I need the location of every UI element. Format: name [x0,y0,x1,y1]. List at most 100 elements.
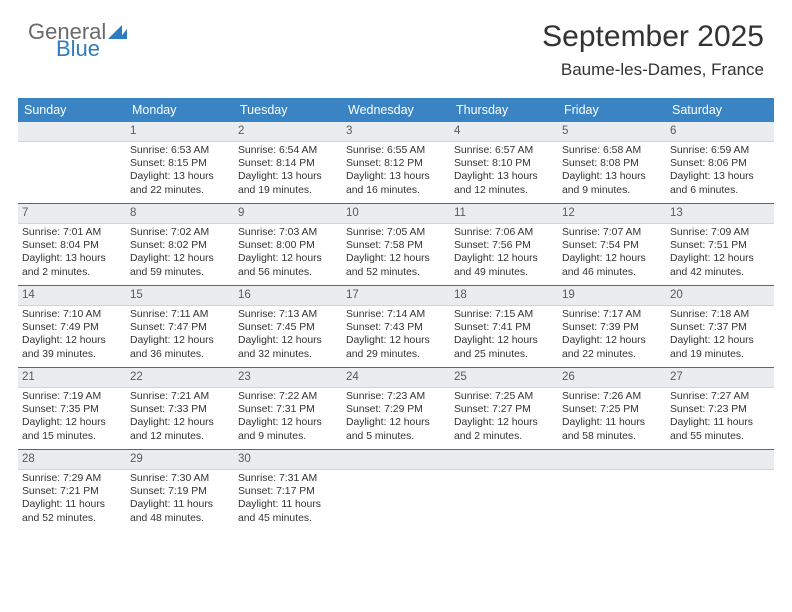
sunrise-text: Sunrise: 7:11 AM [130,308,230,321]
day-header-cell: Wednesday [342,98,450,122]
sunrise-text: Sunrise: 7:29 AM [22,472,122,485]
sunrise-text: Sunrise: 7:03 AM [238,226,338,239]
daylight-text: Daylight: 12 hours and 2 minutes. [454,416,554,443]
logo-triangle-icon [119,29,127,39]
sunrise-text: Sunrise: 6:59 AM [670,144,770,157]
day-number: 16 [234,286,342,306]
day-number: 29 [126,450,234,470]
calendar-cell: 1Sunrise: 6:53 AMSunset: 8:15 PMDaylight… [126,122,234,203]
daylight-text: Daylight: 12 hours and 46 minutes. [562,252,662,279]
day-details: Sunrise: 7:09 AMSunset: 7:51 PMDaylight:… [670,226,770,279]
calendar-cell: 17Sunrise: 7:14 AMSunset: 7:43 PMDayligh… [342,286,450,367]
brand-logo: General Blue [28,22,127,60]
day-details: Sunrise: 7:11 AMSunset: 7:47 PMDaylight:… [130,308,230,361]
day-details: Sunrise: 6:53 AMSunset: 8:15 PMDaylight:… [130,144,230,197]
calendar-cell: 5Sunrise: 6:58 AMSunset: 8:08 PMDaylight… [558,122,666,203]
day-number: 14 [18,286,126,306]
daylight-text: Daylight: 12 hours and 25 minutes. [454,334,554,361]
calendar-cell: 23Sunrise: 7:22 AMSunset: 7:31 PMDayligh… [234,368,342,449]
calendar-week: 1Sunrise: 6:53 AMSunset: 8:15 PMDaylight… [18,122,774,203]
sunset-text: Sunset: 8:06 PM [670,157,770,170]
calendar-cell: 8Sunrise: 7:02 AMSunset: 8:02 PMDaylight… [126,204,234,285]
sunrise-text: Sunrise: 6:53 AM [130,144,230,157]
day-header-cell: Sunday [18,98,126,122]
day-number: 22 [126,368,234,388]
sunset-text: Sunset: 7:31 PM [238,403,338,416]
calendar-cell: 11Sunrise: 7:06 AMSunset: 7:56 PMDayligh… [450,204,558,285]
sunrise-text: Sunrise: 7:21 AM [130,390,230,403]
sunset-text: Sunset: 7:27 PM [454,403,554,416]
day-details: Sunrise: 7:03 AMSunset: 8:00 PMDaylight:… [238,226,338,279]
calendar-cell: 24Sunrise: 7:23 AMSunset: 7:29 PMDayligh… [342,368,450,449]
day-details: Sunrise: 6:59 AMSunset: 8:06 PMDaylight:… [670,144,770,197]
day-number: 2 [234,122,342,142]
day-number: 7 [18,204,126,224]
day-number: 4 [450,122,558,142]
day-number [666,450,774,470]
sunset-text: Sunset: 7:29 PM [346,403,446,416]
calendar-cell: 9Sunrise: 7:03 AMSunset: 8:00 PMDaylight… [234,204,342,285]
day-details: Sunrise: 7:25 AMSunset: 7:27 PMDaylight:… [454,390,554,443]
sunset-text: Sunset: 7:43 PM [346,321,446,334]
sunrise-text: Sunrise: 7:17 AM [562,308,662,321]
day-number [450,450,558,470]
calendar-cell: 16Sunrise: 7:13 AMSunset: 7:45 PMDayligh… [234,286,342,367]
sunset-text: Sunset: 7:49 PM [22,321,122,334]
sunrise-text: Sunrise: 7:15 AM [454,308,554,321]
day-number: 8 [126,204,234,224]
calendar-cell: 13Sunrise: 7:09 AMSunset: 7:51 PMDayligh… [666,204,774,285]
sunset-text: Sunset: 7:47 PM [130,321,230,334]
calendar-cell [18,122,126,203]
daylight-text: Daylight: 11 hours and 58 minutes. [562,416,662,443]
calendar-week: 7Sunrise: 7:01 AMSunset: 8:04 PMDaylight… [18,204,774,285]
daylight-text: Daylight: 11 hours and 55 minutes. [670,416,770,443]
calendar-cell: 7Sunrise: 7:01 AMSunset: 8:04 PMDaylight… [18,204,126,285]
daylight-text: Daylight: 12 hours and 49 minutes. [454,252,554,279]
day-details: Sunrise: 6:57 AMSunset: 8:10 PMDaylight:… [454,144,554,197]
daylight-text: Daylight: 11 hours and 52 minutes. [22,498,122,525]
day-header-cell: Monday [126,98,234,122]
calendar-cell: 22Sunrise: 7:21 AMSunset: 7:33 PMDayligh… [126,368,234,449]
calendar-cell: 6Sunrise: 6:59 AMSunset: 8:06 PMDaylight… [666,122,774,203]
sunset-text: Sunset: 7:45 PM [238,321,338,334]
calendar-cell: 30Sunrise: 7:31 AMSunset: 7:17 PMDayligh… [234,450,342,531]
sunset-text: Sunset: 7:54 PM [562,239,662,252]
calendar-week: 14Sunrise: 7:10 AMSunset: 7:49 PMDayligh… [18,286,774,367]
calendar-cell: 29Sunrise: 7:30 AMSunset: 7:19 PMDayligh… [126,450,234,531]
calendar-week: 28Sunrise: 7:29 AMSunset: 7:21 PMDayligh… [18,450,774,531]
sunset-text: Sunset: 7:56 PM [454,239,554,252]
day-number [558,450,666,470]
day-details: Sunrise: 7:21 AMSunset: 7:33 PMDaylight:… [130,390,230,443]
sunset-text: Sunset: 8:00 PM [238,239,338,252]
sunrise-text: Sunrise: 6:58 AM [562,144,662,157]
day-number: 12 [558,204,666,224]
sunrise-text: Sunrise: 6:57 AM [454,144,554,157]
sunrise-text: Sunrise: 7:06 AM [454,226,554,239]
daylight-text: Daylight: 13 hours and 12 minutes. [454,170,554,197]
daylight-text: Daylight: 13 hours and 9 minutes. [562,170,662,197]
day-number: 6 [666,122,774,142]
day-details: Sunrise: 7:27 AMSunset: 7:23 PMDaylight:… [670,390,770,443]
day-number: 27 [666,368,774,388]
daylight-text: Daylight: 12 hours and 36 minutes. [130,334,230,361]
sunset-text: Sunset: 7:35 PM [22,403,122,416]
daylight-text: Daylight: 13 hours and 6 minutes. [670,170,770,197]
daylight-text: Daylight: 13 hours and 2 minutes. [22,252,122,279]
day-number: 25 [450,368,558,388]
sunrise-text: Sunrise: 7:18 AM [670,308,770,321]
calendar-cell: 10Sunrise: 7:05 AMSunset: 7:58 PMDayligh… [342,204,450,285]
daylight-text: Daylight: 13 hours and 16 minutes. [346,170,446,197]
daylight-text: Daylight: 12 hours and 39 minutes. [22,334,122,361]
day-header-cell: Thursday [450,98,558,122]
daylight-text: Daylight: 12 hours and 29 minutes. [346,334,446,361]
calendar-cell: 27Sunrise: 7:27 AMSunset: 7:23 PMDayligh… [666,368,774,449]
day-details: Sunrise: 6:54 AMSunset: 8:14 PMDaylight:… [238,144,338,197]
calendar-cell: 20Sunrise: 7:18 AMSunset: 7:37 PMDayligh… [666,286,774,367]
calendar-cell: 4Sunrise: 6:57 AMSunset: 8:10 PMDaylight… [450,122,558,203]
day-details: Sunrise: 7:19 AMSunset: 7:35 PMDaylight:… [22,390,122,443]
day-header-cell: Friday [558,98,666,122]
day-number: 3 [342,122,450,142]
calendar-cell: 28Sunrise: 7:29 AMSunset: 7:21 PMDayligh… [18,450,126,531]
sunrise-text: Sunrise: 7:02 AM [130,226,230,239]
day-number: 10 [342,204,450,224]
